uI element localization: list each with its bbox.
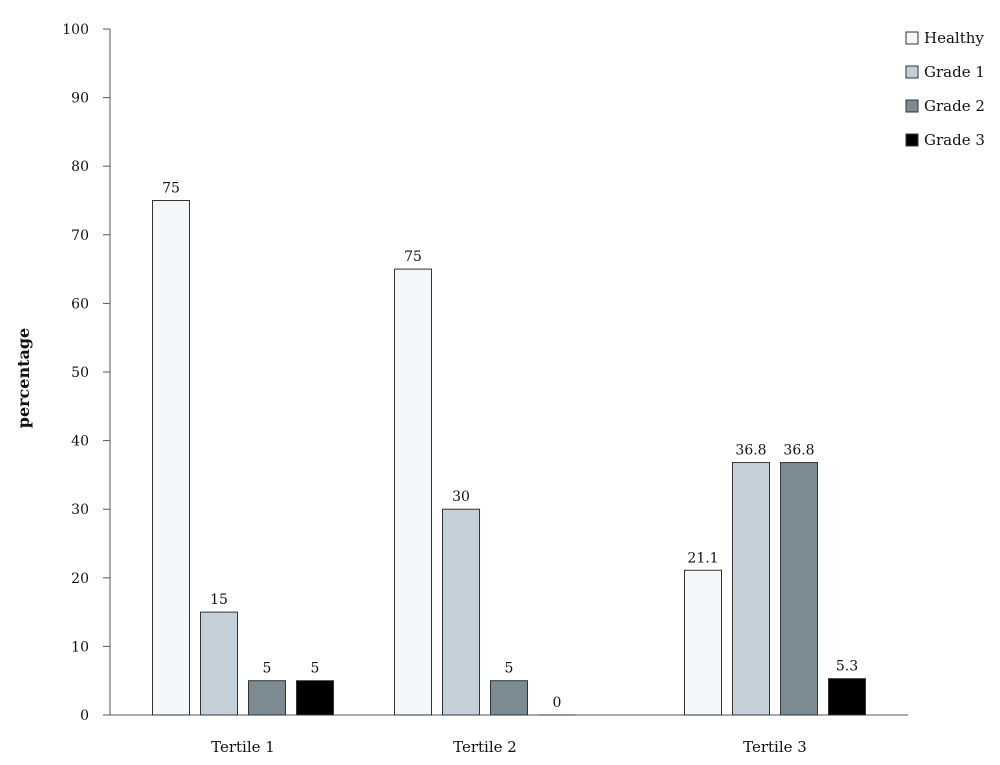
- x-category-label: Tertile 1: [211, 738, 275, 756]
- bar-grade-1-1: [200, 611, 238, 716]
- legend: Healthy Grade 1 Grade 2 Grade 3: [905, 29, 985, 149]
- legend-label: Healthy: [924, 29, 984, 47]
- data-label: 0: [553, 695, 562, 711]
- data-label: 21.1: [687, 550, 718, 566]
- data-label: 36.8: [783, 443, 814, 459]
- y-tick-label: 30: [71, 502, 89, 518]
- data-label: 5: [505, 661, 514, 677]
- data-label: 36.8: [735, 443, 766, 459]
- y-tick-label: 20: [71, 571, 89, 587]
- y-tick-label: 80: [71, 159, 89, 175]
- bar-healthy-3: [684, 569, 722, 716]
- y-tick-label: 10: [71, 639, 89, 655]
- bar-grade-1-2: [442, 508, 480, 716]
- legend-label: Grade 2: [924, 97, 985, 115]
- data-labels: 75 15 5 5 75 30 5 0 21.1 36.8 36.8 5.3: [162, 181, 858, 712]
- bar-grade-2-3: [780, 462, 818, 716]
- y-axis-ticks: 0 10 20 30 40 50 60 70 80 90 100: [62, 22, 110, 724]
- legend-swatch: [905, 65, 919, 79]
- y-axis-title: percentage: [14, 328, 33, 428]
- legend-swatch: [905, 99, 919, 113]
- data-label: 75: [162, 181, 180, 197]
- bar-healthy-1: [152, 200, 190, 716]
- bar-grade-2-1: [248, 680, 286, 716]
- bar-grade-2-2: [490, 680, 528, 716]
- data-label: 5: [263, 661, 272, 677]
- x-category-label: Tertile 3: [743, 738, 807, 756]
- y-tick-label: 90: [71, 91, 89, 107]
- y-tick-label: 60: [71, 296, 89, 312]
- bar-grade-3-3: [828, 678, 866, 716]
- legend-label: Grade 1: [924, 63, 985, 81]
- bar-grade-1-3: [732, 462, 770, 716]
- bars: [152, 200, 866, 716]
- data-label: 75: [404, 249, 422, 265]
- y-tick-label: 40: [71, 434, 89, 450]
- data-label: 5.3: [836, 659, 858, 675]
- legend-swatch: [905, 133, 919, 147]
- data-label: 30: [452, 489, 470, 505]
- legend-label: Grade 3: [924, 131, 985, 149]
- bar-grade-3-1: [296, 680, 334, 716]
- y-tick-label: 70: [71, 228, 89, 244]
- bar-healthy-2: [394, 268, 432, 716]
- x-category-label: Tertile 2: [453, 738, 517, 756]
- data-label: 5: [311, 661, 320, 677]
- y-tick-label: 100: [62, 22, 89, 38]
- y-tick-label: 0: [80, 708, 89, 724]
- data-label: 15: [210, 592, 228, 608]
- y-tick-label: 50: [71, 365, 89, 381]
- x-axis-category-labels: Tertile 1 Tertile 2 Tertile 3: [211, 738, 807, 756]
- legend-swatch: [905, 31, 919, 45]
